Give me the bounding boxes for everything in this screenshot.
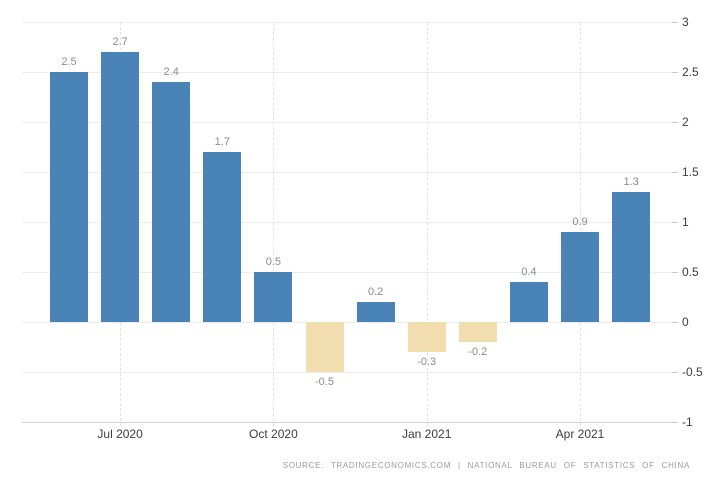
y-axis-tick [672,272,678,273]
y-axis-tick-label: 1.5 [682,165,699,179]
y-gridline [22,372,672,373]
y-axis-tick-label: 2 [682,115,689,129]
bar-value-label: 2.5 [61,56,77,68]
source-attribution: SOURCE: TRADINGECONOMICS.COM | NATIONAL … [282,461,690,470]
bar[interactable] [356,302,395,322]
x-axis-line [22,422,672,423]
y-axis-tick [672,372,678,373]
x-axis-tick-label: Jul 2020 [97,427,143,441]
y-axis-tick [672,222,678,223]
bar[interactable] [50,72,88,322]
y-axis-tick-label: 0.5 [682,265,699,279]
x-gridline [426,22,428,426]
y-axis-tick [672,172,678,173]
y-gridline [22,222,672,223]
y-gridline [22,122,672,123]
y-gridline [22,22,672,23]
plot-area: 2.5 2.7 2.4 1.7 0.5 -0.5 0.2 -0.3 -0.2 0.4 0.9 1.3 [22,22,672,426]
y-axis-tick [672,122,678,123]
y-axis-tick-label: 1 [682,215,689,229]
bar[interactable] [305,322,344,372]
bar[interactable] [101,52,140,322]
bar-value-label: -0.2 [468,346,488,358]
x-axis-tick-label: Jan 2021 [401,427,452,441]
bar-value-label: 2.4 [163,66,179,78]
bar-value-label: -0.3 [417,356,437,368]
bar-value-label: -0.5 [315,376,334,388]
bar-value-label: 2.7 [112,36,128,48]
bar[interactable] [561,232,599,322]
y-gridline [22,72,672,73]
bar-value-label: 1.3 [623,176,639,188]
y-axis-tick [672,322,678,323]
bar-value-label: 1.7 [214,136,230,148]
bar[interactable] [152,82,191,322]
bar-value-label: 0.4 [521,266,537,278]
y-axis-tick-label: 2.5 [682,65,699,79]
x-gridline [580,22,581,426]
y-axis-tick-label: 0 [682,315,689,329]
bar[interactable] [203,152,242,322]
y-gridline [22,272,672,273]
bar[interactable] [612,192,651,322]
y-axis-tick-label: -0.5 [682,365,703,379]
y-axis-tick [672,22,678,23]
bar[interactable] [458,322,497,342]
y-gridline [22,322,672,323]
x-axis-tick-label: Apr 2021 [555,427,605,441]
bar-value-label: 0.5 [265,256,282,268]
bar[interactable] [254,272,293,322]
y-axis-tick-label: 3 [682,15,689,29]
bar-value-label: 0.2 [367,286,384,298]
bar[interactable] [407,322,446,352]
y-axis-tick-label: -1 [682,415,693,429]
x-axis-tick-label: Oct 2020 [249,427,298,441]
y-axis-tick [672,72,678,73]
x-gridline [273,22,275,426]
bar-value-label: 0.9 [572,216,588,228]
bar[interactable] [509,282,548,322]
y-gridline [22,172,672,173]
y-axis-tick [672,422,678,423]
